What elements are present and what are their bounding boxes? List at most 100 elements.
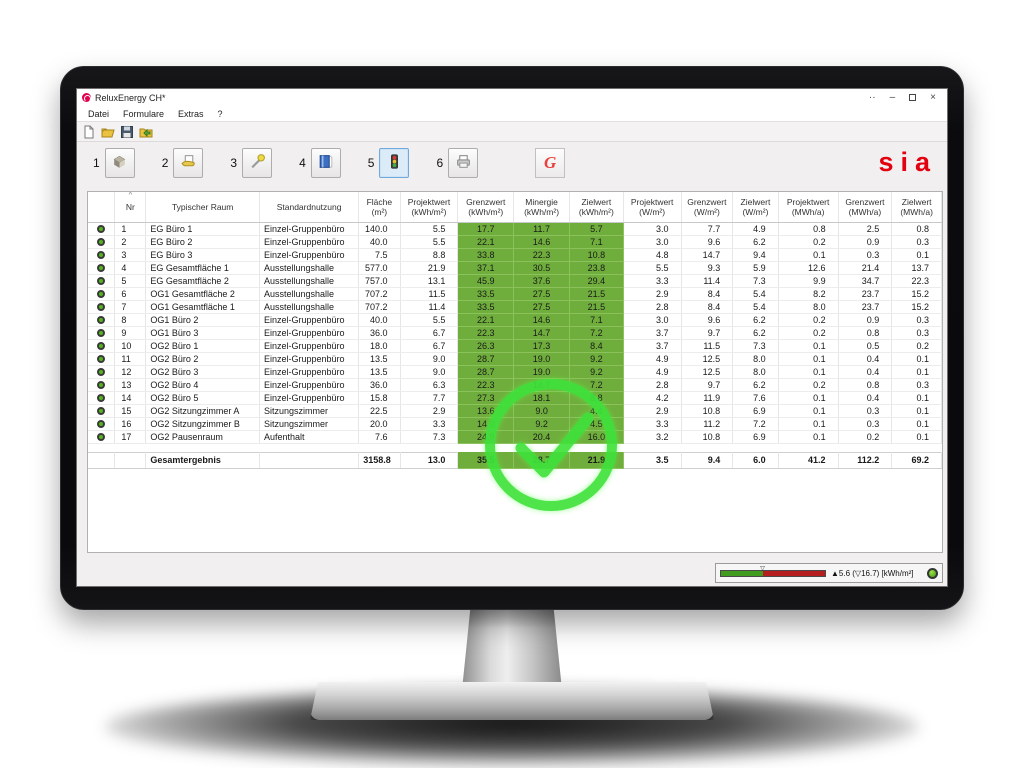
table-row[interactable]: 12 OG2 Büro 3 Einzel-Gruppenbüro 13.5 9.0 28.… <box>88 365 942 379</box>
cell: 15 <box>114 404 147 418</box>
table-row[interactable]: 4 EG Gesamtfläche 1 Ausstellungshalle 577.0… <box>88 261 942 275</box>
toolbar-step-number: 5 <box>367 155 375 170</box>
cell: 7.2 <box>569 326 624 340</box>
more-window-button[interactable]: ·· <box>868 91 876 103</box>
cell: 7.7 <box>400 391 459 405</box>
cell: 5.7 <box>569 222 624 236</box>
cell: 0.9 <box>838 313 893 327</box>
table-row[interactable]: 8 OG1 Büro 2 Einzel-Gruppenbüro 40.0 5.5 22.1… <box>88 313 942 327</box>
status-dot-icon <box>97 290 106 299</box>
total-row: Gesamtergebnis 3158.8 13.0 35.5 28.7 21.9 3.5 9… <box>88 451 942 469</box>
cell: 2 <box>114 235 147 249</box>
cell: 7.5 <box>358 248 401 262</box>
cell: 14.6 <box>513 313 570 327</box>
gauge-green-segment <box>721 570 763 576</box>
maximize-button[interactable] <box>909 94 917 101</box>
cell: 0.3 <box>891 326 942 340</box>
cell: 10 <box>114 339 147 353</box>
catalog-button[interactable] <box>310 147 341 178</box>
cell: OG2 Büro 3 <box>145 365 260 379</box>
cell: 0.1 <box>891 248 942 262</box>
cell: 23.7 <box>838 287 893 301</box>
cell: 4.9 <box>623 352 682 366</box>
cell: 18.0 <box>358 339 401 353</box>
energy-gauge[interactable]: ▽ <box>720 566 826 577</box>
cell: OG1 Büro 3 <box>145 326 260 340</box>
results-check-button[interactable] <box>379 147 410 178</box>
relux-g-button[interactable]: G <box>535 147 566 178</box>
column-header: Zielwert (MWh/a) <box>891 192 942 223</box>
table-row[interactable]: 6 OG1 Gesamtfläche 2 Ausstellungshalle 707.… <box>88 287 942 301</box>
cell: 0.3 <box>838 248 893 262</box>
tools-button[interactable] <box>242 147 273 178</box>
minimize-button[interactable]: – <box>889 91 896 103</box>
cell: 5 <box>114 274 147 288</box>
cell: 22.3 <box>457 326 515 340</box>
cell: 11.7 <box>513 222 570 236</box>
close-button[interactable]: × <box>930 91 936 103</box>
cell: 5.4 <box>732 287 779 301</box>
open-file-icon[interactable] <box>101 125 115 139</box>
status-dot-icon <box>97 329 106 338</box>
table-row[interactable]: 13 OG2 Büro 4 Einzel-Gruppenbüro 36.0 6.3 22.… <box>88 378 942 392</box>
monitor-bezel: ReluxEnergy CH* ·· – × Datei Formulare E… <box>60 66 964 610</box>
table-row[interactable]: 1 EG Büro 1 Einzel-Gruppenbüro 140.0 5.5 17.7… <box>88 222 942 236</box>
cell: Ausstellungshalle <box>259 274 360 288</box>
menu-formulare[interactable]: Formulare <box>123 108 165 119</box>
table-row[interactable]: 17 OG2 Pausenraum Aufenthalt 7.6 7.3 24.9 20.4… <box>88 430 942 444</box>
status-dot-icon <box>97 368 106 377</box>
table-row[interactable]: 9 OG1 Büro 3 Einzel-Gruppenbüro 36.0 6.7 22.3… <box>88 326 942 340</box>
cell: 12 <box>114 365 147 379</box>
table-row[interactable]: 3 EG Büro 3 Einzel-Gruppenbüro 7.5 8.8 33.8 22… <box>88 248 942 262</box>
table-row[interactable]: 16 OG2 Sitzungzimmer B Sitzungszimmer 20.0 3… <box>88 417 942 431</box>
print-button[interactable] <box>448 147 479 178</box>
project-data-button[interactable] <box>104 147 135 178</box>
cell: 7.3 <box>732 339 779 353</box>
cell: 0.8 <box>891 222 942 236</box>
import-folder-icon[interactable] <box>139 125 153 139</box>
cell: 4.9 <box>623 365 682 379</box>
input-forms-button[interactable] <box>173 147 204 178</box>
cell: 11.5 <box>681 339 734 353</box>
cell: 0.1 <box>891 417 942 431</box>
cell: 3.7 <box>623 339 682 353</box>
cell: 3.2 <box>623 430 682 444</box>
table-row[interactable]: 2 EG Büro 2 Einzel-Gruppenbüro 40.0 5.5 22.1 1… <box>88 235 942 249</box>
cell: 4 <box>114 261 147 275</box>
column-header: Projektwert (kWh/m²) <box>400 192 459 223</box>
new-file-icon[interactable] <box>82 125 96 139</box>
table-row[interactable]: 7 OG1 Gesamtfläche 1 Ausstellungshalle 707.… <box>88 300 942 314</box>
cell: 14.0 <box>457 417 515 431</box>
cell: 11.2 <box>681 417 734 431</box>
cell: 5.5 <box>400 222 459 236</box>
total-cell: 112.2 <box>838 451 893 469</box>
cell: 12.5 <box>681 365 734 379</box>
menu-help[interactable]: ? <box>217 108 223 119</box>
cell: OG1 Büro 2 <box>145 313 260 327</box>
cell: 11 <box>114 352 147 366</box>
cell: 0.1 <box>891 391 942 405</box>
cell: 21.9 <box>400 261 459 275</box>
menu-datei[interactable]: Datei <box>88 108 110 119</box>
table-row[interactable]: 10 OG2 Büro 1 Einzel-Gruppenbüro 18.0 6.7 26.… <box>88 339 942 353</box>
cell: 3.3 <box>400 417 459 431</box>
row-status-cell <box>88 391 116 405</box>
cell: 13.1 <box>400 274 459 288</box>
titlebar: ReluxEnergy CH* ·· – × <box>77 89 947 106</box>
cell: 0.3 <box>891 235 942 249</box>
results-table: ^ Nr Typischer Raum Standardnutzung Fläche (m… <box>88 192 942 469</box>
cell: 0.2 <box>778 313 839 327</box>
table-row[interactable]: 15 OG2 Sitzungzimmer A Sitzungszimmer 22.5 2… <box>88 404 942 418</box>
save-icon[interactable] <box>120 125 134 139</box>
cell: 17.3 <box>513 339 570 353</box>
cell: 14.7 <box>513 326 570 340</box>
cell: 0.1 <box>778 339 839 353</box>
table-row[interactable]: 5 EG Gesamtfläche 2 Ausstellungshalle 757.0… <box>88 274 942 288</box>
cell: 5.5 <box>400 235 459 249</box>
table-row[interactable]: 11 OG2 Büro 2 Einzel-Gruppenbüro 13.5 9.0 28.… <box>88 352 942 366</box>
status-dot-icon <box>97 342 106 351</box>
cell: 3.0 <box>623 222 682 236</box>
menu-extras[interactable]: Extras <box>178 108 204 119</box>
cell: 4.5 <box>569 417 624 431</box>
table-row[interactable]: 14 OG2 Büro 5 Einzel-Gruppenbüro 15.8 7.7 27.… <box>88 391 942 405</box>
